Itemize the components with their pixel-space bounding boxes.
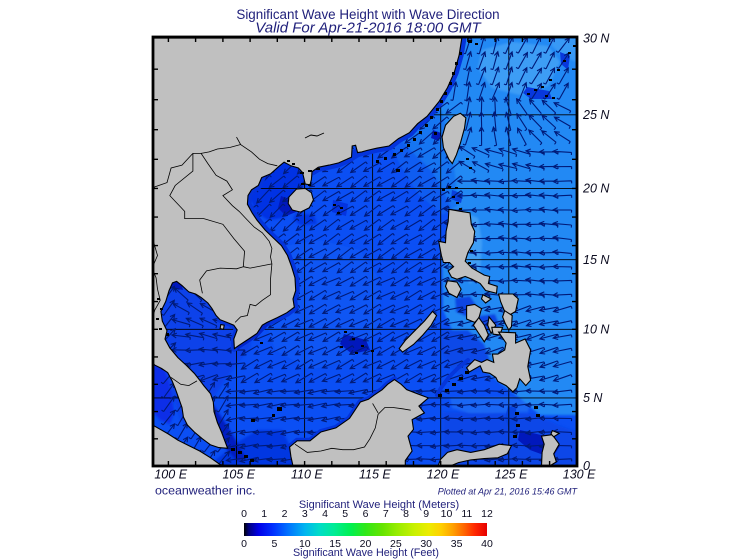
svg-text:7: 7 <box>383 508 389 520</box>
svg-text:20: 20 <box>360 538 372 550</box>
svg-text:100 E: 100 E <box>154 468 187 482</box>
svg-text:40: 40 <box>481 538 493 550</box>
svg-text:4: 4 <box>322 508 328 520</box>
svg-text:Valid For Apr-21-2016 18:00 GM: Valid For Apr-21-2016 18:00 GMT <box>255 20 482 37</box>
svg-text:10: 10 <box>441 508 453 520</box>
svg-text:Significant Wave Height with W: Significant Wave Height with Wave Direct… <box>236 7 499 22</box>
svg-text:25: 25 <box>390 538 402 550</box>
svg-text:5 N: 5 N <box>583 391 603 405</box>
svg-text:125 E: 125 E <box>495 468 528 482</box>
svg-text:105 E: 105 E <box>222 468 255 482</box>
svg-text:Significant Wave Height (Feet): Significant Wave Height (Feet) <box>293 547 439 559</box>
svg-text:1: 1 <box>261 508 267 520</box>
svg-text:130 E: 130 E <box>563 468 596 482</box>
svg-text:15: 15 <box>329 538 341 550</box>
svg-text:oceanweather inc.: oceanweather inc. <box>155 484 256 498</box>
svg-text:8: 8 <box>403 508 409 520</box>
svg-text:15 N: 15 N <box>583 253 610 267</box>
svg-text:20 N: 20 N <box>582 182 610 196</box>
svg-text:5: 5 <box>342 508 348 520</box>
svg-text:30 N: 30 N <box>583 31 610 45</box>
svg-text:6: 6 <box>363 508 369 520</box>
svg-text:Significant Wave Height (Meter: Significant Wave Height (Meters) <box>299 499 459 511</box>
svg-text:30: 30 <box>420 538 432 550</box>
svg-text:115 E: 115 E <box>359 468 391 482</box>
svg-text:0: 0 <box>241 508 247 520</box>
svg-text:2: 2 <box>282 508 288 520</box>
svg-text:0: 0 <box>241 538 247 550</box>
svg-text:10: 10 <box>299 538 311 550</box>
svg-text:110 E: 110 E <box>291 468 323 482</box>
svg-text:0: 0 <box>583 459 590 473</box>
svg-text:3: 3 <box>302 508 308 520</box>
svg-text:35: 35 <box>451 538 463 550</box>
svg-text:Plotted at Apr 21, 2016 15:46: Plotted at Apr 21, 2016 15:46 GMT <box>438 487 579 497</box>
svg-text:11: 11 <box>461 508 472 520</box>
svg-text:10 N: 10 N <box>583 323 610 337</box>
svg-text:25 N: 25 N <box>582 108 610 122</box>
svg-text:12: 12 <box>481 508 493 520</box>
svg-text:5: 5 <box>271 538 277 550</box>
svg-text:120 E: 120 E <box>427 468 460 482</box>
svg-text:9: 9 <box>423 508 429 520</box>
